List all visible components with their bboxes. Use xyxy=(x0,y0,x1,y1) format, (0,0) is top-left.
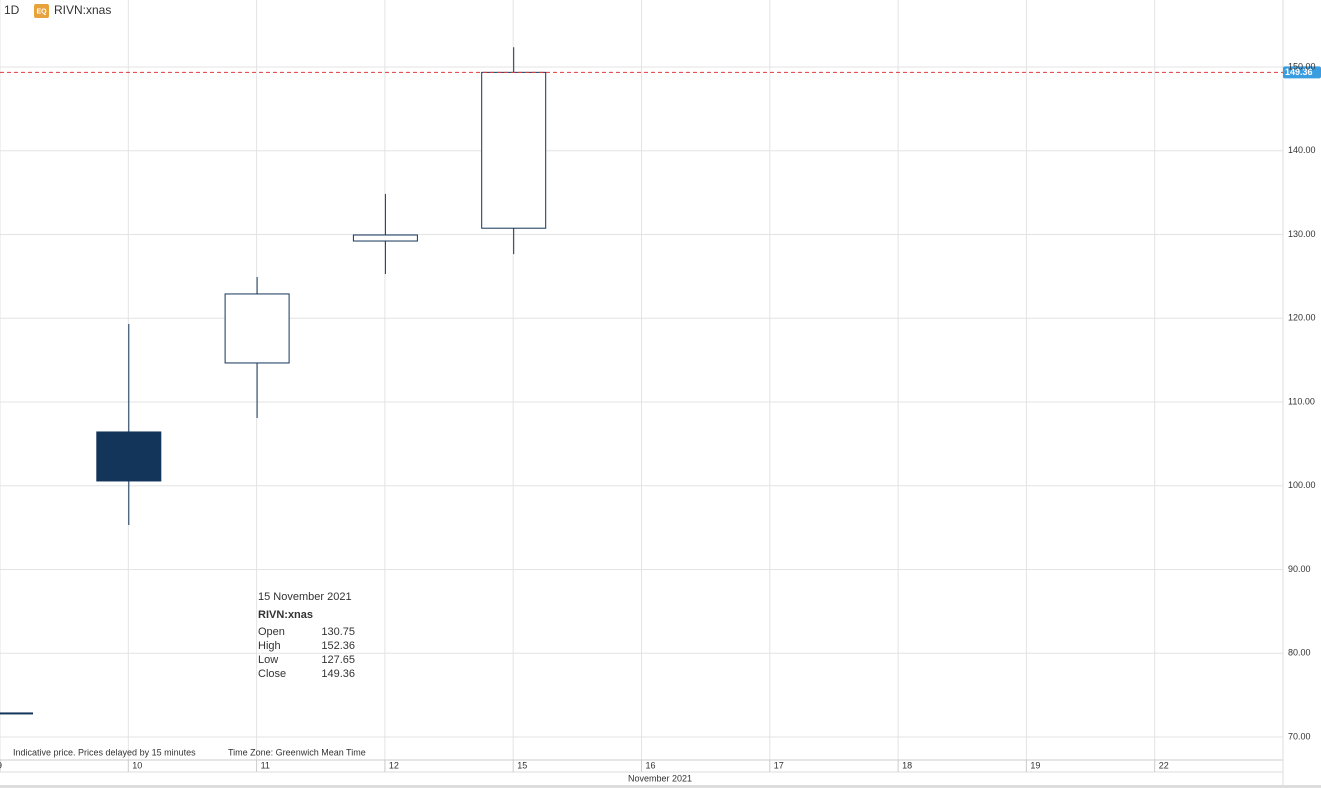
scrollbar xyxy=(0,785,1321,788)
y-tick-label: 90.00 xyxy=(1288,564,1311,574)
y-tick-label: 80.00 xyxy=(1288,648,1311,658)
candle-body xyxy=(96,431,162,482)
footnote: Time Zone: Greenwich Mean Time xyxy=(228,747,366,757)
y-tick-label: 110.00 xyxy=(1288,396,1315,406)
tooltip: 15 November 2021 RIVN:xnas Open High Low… xyxy=(258,591,355,680)
x-tick-label: 16 xyxy=(646,760,656,770)
x-tick-label: 19 xyxy=(1030,760,1040,770)
x-tick-label: 22 xyxy=(1159,760,1169,770)
x-axis-label: November 2021 xyxy=(628,773,692,783)
tooltip-value: 127.65 xyxy=(321,654,355,666)
x-tick-label: 15 xyxy=(517,760,527,770)
interval[interactable]: 1D xyxy=(4,3,20,17)
tooltip-field: High xyxy=(258,640,281,652)
y-tick-label: 70.00 xyxy=(1288,731,1311,741)
candle-body xyxy=(0,712,33,715)
badge-bg xyxy=(34,4,49,18)
badge: EQ xyxy=(36,8,47,15)
footnote: Indicative price. Prices delayed by 15 m… xyxy=(13,747,196,757)
tooltip-value: 149.36 xyxy=(321,668,355,680)
candle-body xyxy=(481,71,547,229)
tooltip-symbol: RIVN:xnas xyxy=(258,609,313,621)
x-tick-label: 12 xyxy=(389,760,399,770)
tooltip-field: Low xyxy=(258,654,278,666)
tooltip-value: 152.36 xyxy=(321,640,355,652)
x-tick-label: 10 xyxy=(132,760,142,770)
tooltip-field: Close xyxy=(258,668,286,680)
last-price-box xyxy=(1283,66,1321,79)
candles xyxy=(0,47,547,715)
grid xyxy=(0,0,1283,760)
tooltip-value: 130.75 xyxy=(321,626,355,638)
x-tick-label: 11 xyxy=(261,760,270,770)
symbol[interactable]: RIVN:xnas xyxy=(54,3,111,17)
x-tick-label: 18 xyxy=(902,760,912,770)
x-tick-label: 17 xyxy=(774,760,784,770)
y-tick-label: 120.00 xyxy=(1288,313,1316,323)
x-tick-label: 9 xyxy=(0,760,2,770)
y-tick-label: 140.00 xyxy=(1288,145,1316,155)
last-price: 149.36 xyxy=(0,66,1321,79)
y-tick-label: 100.00 xyxy=(1288,480,1316,490)
y-tick-label: 130.00 xyxy=(1288,229,1316,239)
last-price-label: 149.36 xyxy=(1285,67,1313,77)
y-tick-label: 150.00 xyxy=(1288,61,1316,71)
candle-body xyxy=(352,234,418,242)
tooltip-date: 15 November 2021 xyxy=(258,591,352,603)
tooltip-field: Open xyxy=(258,626,285,638)
candle-body xyxy=(224,293,290,364)
